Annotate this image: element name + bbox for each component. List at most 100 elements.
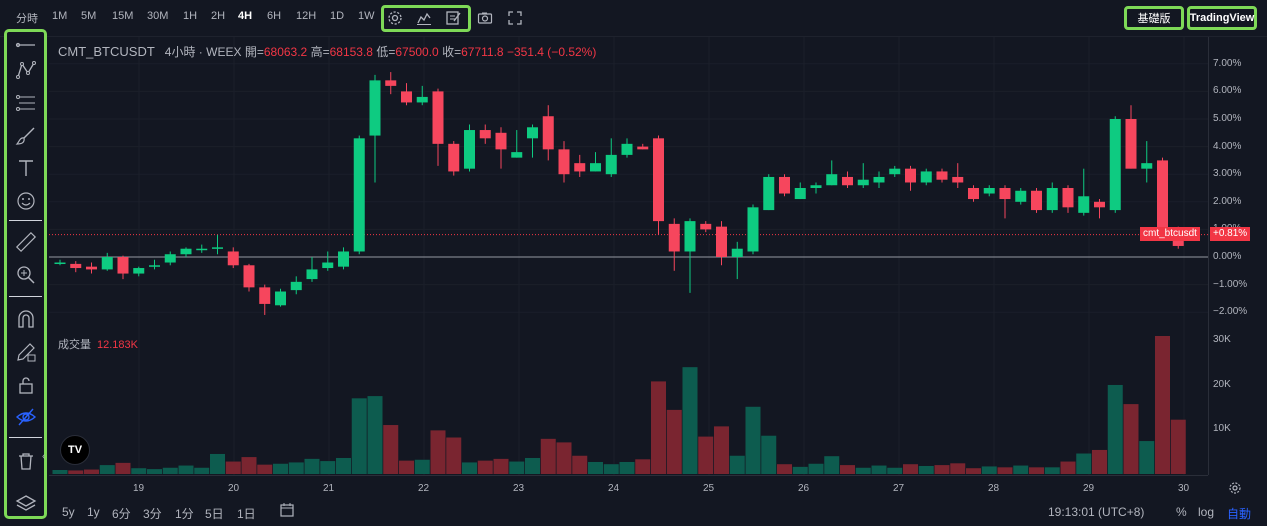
candle-up <box>54 262 66 265</box>
volume-bar <box>840 465 855 474</box>
timeframe-5m[interactable]: 5M <box>81 10 97 22</box>
candle-up <box>511 152 523 158</box>
zoom-in-icon[interactable] <box>15 264 37 286</box>
ohlc-legend: CMT_BTCUSDT 4小時 · WEEX 開=68063.2 高=68153… <box>58 43 596 60</box>
candle-up <box>605 154 617 175</box>
volume-bar <box>698 436 714 474</box>
layers-icon[interactable] <box>15 493 37 515</box>
volume-bar <box>367 396 383 474</box>
price-axis-label: −2.00% <box>1213 306 1248 318</box>
horizontal-line-icon[interactable] <box>15 34 37 56</box>
lock-icon[interactable] <box>15 374 37 396</box>
volume-bar <box>383 425 399 474</box>
timeframe-15m[interactable]: 15M <box>112 10 134 22</box>
timeframe-12h[interactable]: 12H <box>296 10 317 22</box>
volume-bar <box>288 462 304 474</box>
range-button[interactable]: 1日 <box>237 507 256 521</box>
toolbar-separator <box>9 296 42 297</box>
goto-date-icon[interactable] <box>279 502 295 518</box>
volume-value: 12.183K <box>97 339 138 351</box>
volume-bar <box>257 464 273 474</box>
templates-icon[interactable] <box>445 10 461 26</box>
volume-bar <box>1013 465 1029 474</box>
high-label: 高= <box>310 45 330 59</box>
volume-bar <box>635 459 651 474</box>
volume-bar <box>619 461 635 474</box>
candle-up <box>763 176 775 211</box>
toolbar-separator <box>9 437 42 438</box>
clock-display[interactable]: 19:13:01 (UTC+8) <box>1048 505 1145 519</box>
emoji-icon[interactable] <box>15 190 37 212</box>
percent-scale-toggle[interactable]: % <box>1176 505 1187 519</box>
text-icon[interactable] <box>15 157 37 179</box>
volume-bar <box>714 426 729 474</box>
candle-down <box>700 223 712 230</box>
indicators-icon[interactable] <box>416 10 432 26</box>
candle-up <box>684 221 696 252</box>
candle-down <box>1031 190 1042 211</box>
volume-bar <box>918 465 934 474</box>
magnet-icon[interactable] <box>15 308 37 330</box>
volume-bar <box>1092 449 1107 474</box>
volume-bar <box>745 406 761 474</box>
trash-icon[interactable] <box>15 450 37 472</box>
timeframe-分時[interactable]: 分時 <box>16 13 38 25</box>
timeframe-1m[interactable]: 1M <box>52 10 68 22</box>
volume-bar <box>761 435 777 474</box>
ruler-icon[interactable] <box>15 231 37 253</box>
volume-bar <box>887 467 903 474</box>
candle-up <box>1078 196 1090 213</box>
timeframe-1d[interactable]: 1D <box>330 10 345 22</box>
price-axis[interactable] <box>1208 37 1267 475</box>
candle-down <box>432 91 444 144</box>
range-button[interactable]: 1分 <box>175 507 194 521</box>
candle-down <box>448 143 460 172</box>
tradingview-button[interactable]: TradingView <box>1187 6 1257 30</box>
axis-settings-icon[interactable] <box>1228 481 1242 495</box>
collapse-arrow-icon[interactable]: ‹ <box>42 451 46 462</box>
chart-pane[interactable] <box>49 37 1208 475</box>
range-button[interactable]: 3分 <box>143 507 162 521</box>
time-axis-label: 27 <box>893 483 905 494</box>
brush-icon[interactable] <box>15 125 37 147</box>
range-button[interactable]: 6分 <box>112 507 131 521</box>
timeframe-1w[interactable]: 1W <box>358 10 375 22</box>
timeframe-1h[interactable]: 1H <box>183 10 198 22</box>
candle-up <box>353 138 365 252</box>
volume-bar <box>588 461 603 474</box>
volume-axis-label: 10K <box>1213 423 1231 435</box>
change-value: −351.4 (−0.52%) <box>506 45 597 59</box>
symbol-name[interactable]: CMT_BTCUSDT <box>58 44 155 59</box>
time-axis[interactable] <box>49 475 1208 499</box>
candle-down <box>117 257 129 274</box>
candle-up <box>212 247 223 249</box>
tradingview-logo[interactable]: TV <box>60 435 90 465</box>
range-button[interactable]: 5y <box>62 505 75 519</box>
price-axis-label: 6.00% <box>1213 85 1242 97</box>
basic-version-button[interactable]: 基礎版 <box>1124 6 1184 30</box>
lock-drawing-icon[interactable] <box>15 341 37 363</box>
range-button[interactable]: 1y <box>87 505 100 519</box>
time-axis-label: 25 <box>703 483 715 494</box>
range-button[interactable]: 5日 <box>205 507 224 521</box>
timeframe-30m[interactable]: 30M <box>147 10 169 22</box>
time-axis-label: 22 <box>418 483 430 494</box>
volume-bar <box>1044 467 1060 474</box>
candle-up <box>338 251 349 267</box>
pattern-icon[interactable] <box>15 59 37 81</box>
fib-icon[interactable] <box>15 92 37 114</box>
camera-icon[interactable] <box>477 10 493 26</box>
volume-bar <box>1170 419 1186 474</box>
timeframe-4h[interactable]: 4H <box>238 10 253 22</box>
timeframe-2h[interactable]: 2H <box>211 10 226 22</box>
close-value: 67711.8 <box>461 45 504 59</box>
volume-bar <box>52 469 68 474</box>
fullscreen-icon[interactable] <box>507 10 523 26</box>
auto-scale-toggle[interactable]: 自動 <box>1227 507 1252 521</box>
volume-bar <box>414 459 430 474</box>
log-scale-toggle[interactable]: log <box>1198 505 1215 519</box>
candle-down <box>243 265 255 288</box>
settings-icon[interactable] <box>387 10 403 26</box>
hide-icon[interactable] <box>15 406 37 428</box>
timeframe-6h[interactable]: 6H <box>267 10 282 22</box>
